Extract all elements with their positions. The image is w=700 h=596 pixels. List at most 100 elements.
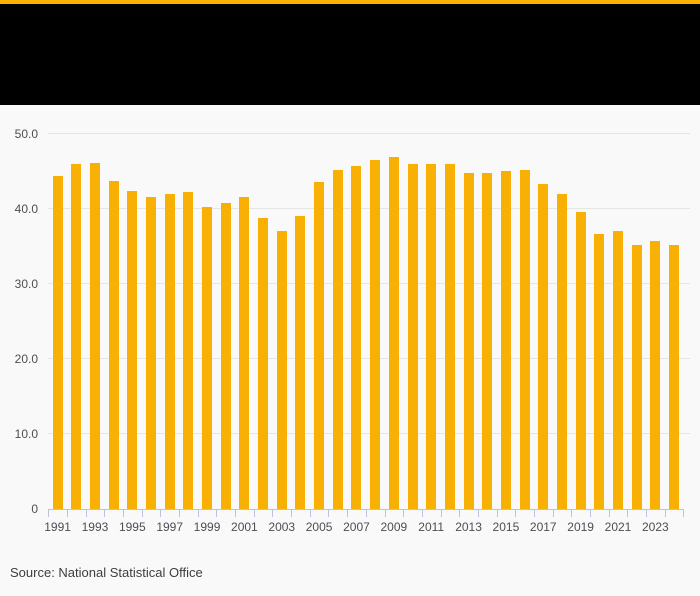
- bar: [669, 244, 680, 509]
- x-axis-tick: [253, 509, 255, 517]
- bar: [556, 193, 567, 509]
- x-axis-tick: [421, 509, 423, 517]
- bar: [295, 216, 306, 509]
- x-axis-tick: [627, 509, 629, 517]
- x-axis-tick: [66, 509, 68, 517]
- x-axis-tick: [179, 509, 181, 517]
- bar: [650, 240, 661, 509]
- gridline: [48, 433, 690, 434]
- x-axis-tick-label: 2007: [343, 520, 370, 534]
- bar: [202, 207, 213, 509]
- y-axis-tick-label: 0: [31, 501, 38, 516]
- x-axis-tick: [309, 509, 311, 517]
- x-axis-tick: [85, 509, 87, 517]
- bar: [71, 163, 82, 509]
- y-axis-tick-label: 30.0: [14, 276, 38, 291]
- bar: [183, 192, 194, 509]
- bar: [164, 193, 175, 509]
- bar: [426, 164, 437, 509]
- bar: [463, 173, 474, 509]
- bar: [631, 245, 642, 509]
- bar: [52, 176, 63, 509]
- bar: [519, 169, 530, 509]
- x-axis-tick-label: 1993: [81, 520, 109, 534]
- source-note: Source: National Statistical Office: [10, 565, 203, 580]
- x-axis-tick: [571, 509, 573, 517]
- x-axis-tick: [122, 509, 124, 517]
- x-axis-tick: [235, 509, 237, 517]
- x-axis-tick: [328, 509, 330, 517]
- x-axis-tick-label: 2013: [455, 520, 482, 534]
- bar: [127, 191, 138, 509]
- x-axis-tick-label: 2015: [492, 520, 520, 534]
- x-axis-tick: [48, 509, 50, 517]
- accent-stripe: [0, 0, 700, 4]
- x-axis-tick-label: 2021: [604, 520, 632, 534]
- x-axis-tick: [683, 509, 685, 517]
- x-axis-tick: [552, 509, 554, 517]
- x-axis-tick: [515, 509, 517, 517]
- x-axis-tick-label: 2005: [305, 520, 333, 534]
- x-axis-tick: [141, 509, 143, 517]
- x-axis-tick-label: 2017: [529, 520, 557, 534]
- x-axis-tick: [160, 509, 162, 517]
- gridline: [48, 208, 690, 209]
- x-axis-tick: [104, 509, 106, 517]
- x-axis-tick-label: 2001: [231, 520, 258, 534]
- bar: [220, 202, 231, 509]
- bar: [444, 164, 455, 509]
- x-axis-tick: [589, 509, 591, 517]
- bar: [146, 196, 156, 509]
- gridline: [48, 358, 690, 359]
- x-axis-tick-label: 2023: [642, 520, 669, 534]
- x-axis-tick: [477, 509, 479, 517]
- gridline: [48, 283, 690, 284]
- x-axis-tick: [459, 509, 461, 517]
- x-axis-tick: [664, 509, 666, 517]
- y-axis-tick-label: 10.0: [14, 426, 38, 441]
- bar: [482, 172, 493, 509]
- x-axis-tick: [347, 509, 349, 517]
- bar: [258, 218, 269, 509]
- x-axis-tick: [533, 509, 535, 517]
- x-axis-tick: [384, 509, 386, 517]
- y-axis-tick-label: 50.0: [14, 126, 38, 141]
- x-axis-tick: [608, 509, 610, 517]
- x-axis-tick-label: 1999: [193, 520, 221, 534]
- x-axis-tick: [216, 509, 218, 517]
- bar: [108, 180, 119, 509]
- x-axis-tick: [440, 509, 442, 517]
- x-axis-tick: [272, 509, 274, 517]
- bar: [388, 156, 399, 509]
- x-axis-tick-label: 1997: [156, 520, 184, 534]
- bar: [89, 162, 100, 509]
- bar: [351, 165, 362, 509]
- x-axis-tick-label: 2009: [380, 520, 408, 534]
- x-axis-tick-label: 1995: [118, 520, 146, 534]
- bar: [370, 159, 381, 509]
- x-axis-tick: [197, 509, 199, 517]
- x-axis-tick: [646, 509, 648, 517]
- x-axis-tick-label: 2003: [268, 520, 296, 534]
- chart-header: [0, 4, 700, 105]
- x-axis-tick: [496, 509, 498, 517]
- x-axis-tick-label: 2011: [418, 520, 445, 534]
- bar: [407, 163, 418, 509]
- bar: [500, 171, 511, 509]
- bar: [594, 234, 605, 509]
- bar: [239, 196, 250, 509]
- bar: [276, 231, 287, 509]
- y-axis-tick-label: 20.0: [14, 351, 38, 366]
- x-axis-tick-label: 1991: [44, 520, 71, 534]
- x-axis-tick: [403, 509, 405, 517]
- bar: [332, 169, 343, 509]
- bar: [613, 231, 623, 509]
- bar: [314, 181, 325, 509]
- gridline: [48, 133, 690, 134]
- x-axis-tick-label: 2019: [567, 520, 594, 534]
- x-axis-tick: [365, 509, 367, 517]
- bar: [575, 211, 586, 509]
- y-axis-tick-label: 40.0: [14, 201, 38, 216]
